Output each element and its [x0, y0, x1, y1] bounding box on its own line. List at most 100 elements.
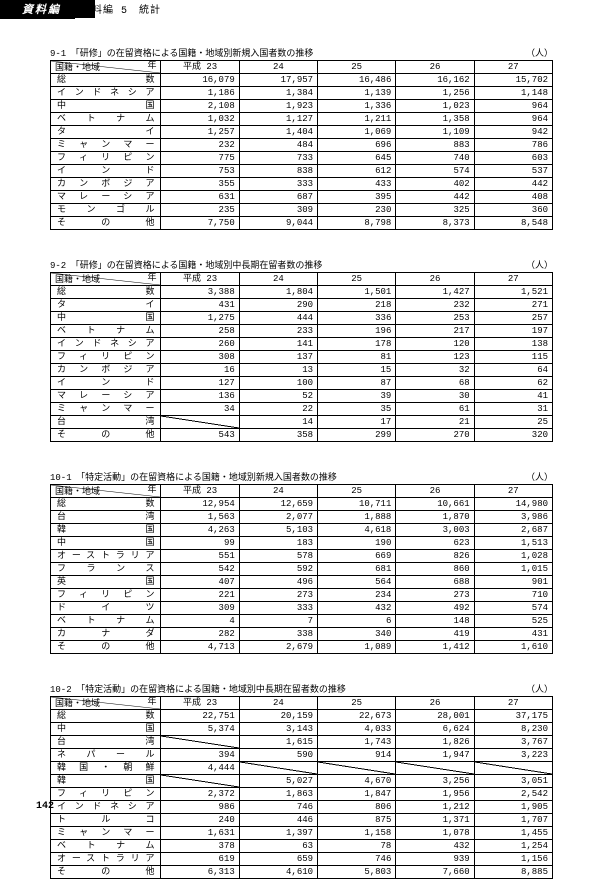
- cell: 127: [161, 377, 239, 390]
- cell: 123: [396, 351, 474, 364]
- cell: 5,103: [239, 524, 317, 537]
- cell: 786: [474, 139, 552, 152]
- row-label: オーストラリア: [51, 853, 161, 866]
- cell: 1,412: [396, 641, 474, 654]
- row-label: その他: [51, 866, 161, 879]
- cell: 1,139: [318, 87, 396, 100]
- row-label: 台湾: [51, 416, 161, 429]
- cell: 336: [318, 312, 396, 325]
- cell: 308: [161, 351, 239, 364]
- cell: 1,631: [161, 827, 239, 840]
- table-block: 9-2 「研修」の在留資格による国籍・地域別中長期在留者数の推移（人）年国籍・地…: [50, 258, 553, 442]
- cell: 2,679: [239, 641, 317, 654]
- cell: 1,905: [474, 801, 552, 814]
- cell: 37,175: [474, 710, 552, 723]
- cell: 271: [474, 299, 552, 312]
- table-row: 中国1,275444336253257: [51, 312, 553, 325]
- cell: 433: [318, 178, 396, 191]
- col-header: 24: [239, 273, 317, 286]
- cell: 7: [239, 615, 317, 628]
- cell: 525: [474, 615, 552, 628]
- cell: 217: [396, 325, 474, 338]
- cell: 148: [396, 615, 474, 628]
- table-row: カンボジア355333433402442: [51, 178, 553, 191]
- cell: 619: [161, 853, 239, 866]
- row-label: 総数: [51, 74, 161, 87]
- cell: 16,162: [396, 74, 474, 87]
- cell: 1,371: [396, 814, 474, 827]
- cell: 4: [161, 615, 239, 628]
- table-row: インド753838612574537: [51, 165, 553, 178]
- cell: 340: [318, 628, 396, 641]
- cell: 282: [161, 628, 239, 641]
- data-table: 年国籍・地域平成 2324252627総数16,07917,95716,4861…: [50, 60, 553, 230]
- cell: 1,032: [161, 113, 239, 126]
- cell: 22,673: [318, 710, 396, 723]
- cell: 710: [474, 589, 552, 602]
- cell: 1,127: [239, 113, 317, 126]
- table-row: 中国991831906231,513: [51, 537, 553, 550]
- cell: 64: [474, 364, 552, 377]
- col-header: 25: [318, 61, 396, 74]
- col-header: 24: [239, 697, 317, 710]
- cell: 14: [239, 416, 317, 429]
- cell: 378: [161, 840, 239, 853]
- cell: 273: [239, 589, 317, 602]
- cell: 574: [474, 602, 552, 615]
- table-unit: （人）: [526, 46, 553, 59]
- row-label: カナダ: [51, 628, 161, 641]
- col-header: 27: [474, 697, 552, 710]
- cell: 136: [161, 390, 239, 403]
- cell: 4,444: [161, 762, 239, 775]
- cell: 537: [474, 165, 552, 178]
- cell: 578: [239, 550, 317, 563]
- cell: 6,624: [396, 723, 474, 736]
- cell: 41: [474, 390, 552, 403]
- cell: 31: [474, 403, 552, 416]
- cell: 1,455: [474, 827, 552, 840]
- row-label: カンボジア: [51, 178, 161, 191]
- cell: 3,003: [396, 524, 474, 537]
- cell: 1,015: [474, 563, 552, 576]
- cell: 394: [161, 749, 239, 762]
- row-label: モンゴル: [51, 204, 161, 217]
- cell: [318, 762, 396, 775]
- cell: 1,956: [396, 788, 474, 801]
- cell: 16,079: [161, 74, 239, 87]
- cell: [161, 736, 239, 749]
- row-label: マレーシア: [51, 191, 161, 204]
- cell: 141: [239, 338, 317, 351]
- table-block: 10-1 「特定活動」の在留資格による国籍・地域別新規入国者数の推移（人）年国籍…: [50, 470, 553, 654]
- row-label: フィリピン: [51, 351, 161, 364]
- cell: 1,069: [318, 126, 396, 139]
- cell: 1,028: [474, 550, 552, 563]
- cell: 631: [161, 191, 239, 204]
- cell: 1,707: [474, 814, 552, 827]
- col-header: 25: [318, 697, 396, 710]
- cell: 218: [318, 299, 396, 312]
- page-number: 142: [36, 801, 54, 812]
- cell: 432: [396, 840, 474, 853]
- cell: 20,159: [239, 710, 317, 723]
- cell: 838: [239, 165, 317, 178]
- cell: 4,610: [239, 866, 317, 879]
- table-row: インドネシア260141178120138: [51, 338, 553, 351]
- cell: 178: [318, 338, 396, 351]
- cell: 542: [161, 563, 239, 576]
- cell: 309: [239, 204, 317, 217]
- cell: 221: [161, 589, 239, 602]
- cell: 574: [396, 165, 474, 178]
- col-header: 26: [396, 61, 474, 74]
- cell: 62: [474, 377, 552, 390]
- row-label: その他: [51, 217, 161, 230]
- cell: 543: [161, 429, 239, 442]
- row-label: 総数: [51, 286, 161, 299]
- cell: 1,427: [396, 286, 474, 299]
- cell: 669: [318, 550, 396, 563]
- cell: 623: [396, 537, 474, 550]
- cell: 3,223: [474, 749, 552, 762]
- row-label: ドイツ: [51, 602, 161, 615]
- cell: 333: [239, 602, 317, 615]
- cell: 10,711: [318, 498, 396, 511]
- table-row: モンゴル235309230325360: [51, 204, 553, 217]
